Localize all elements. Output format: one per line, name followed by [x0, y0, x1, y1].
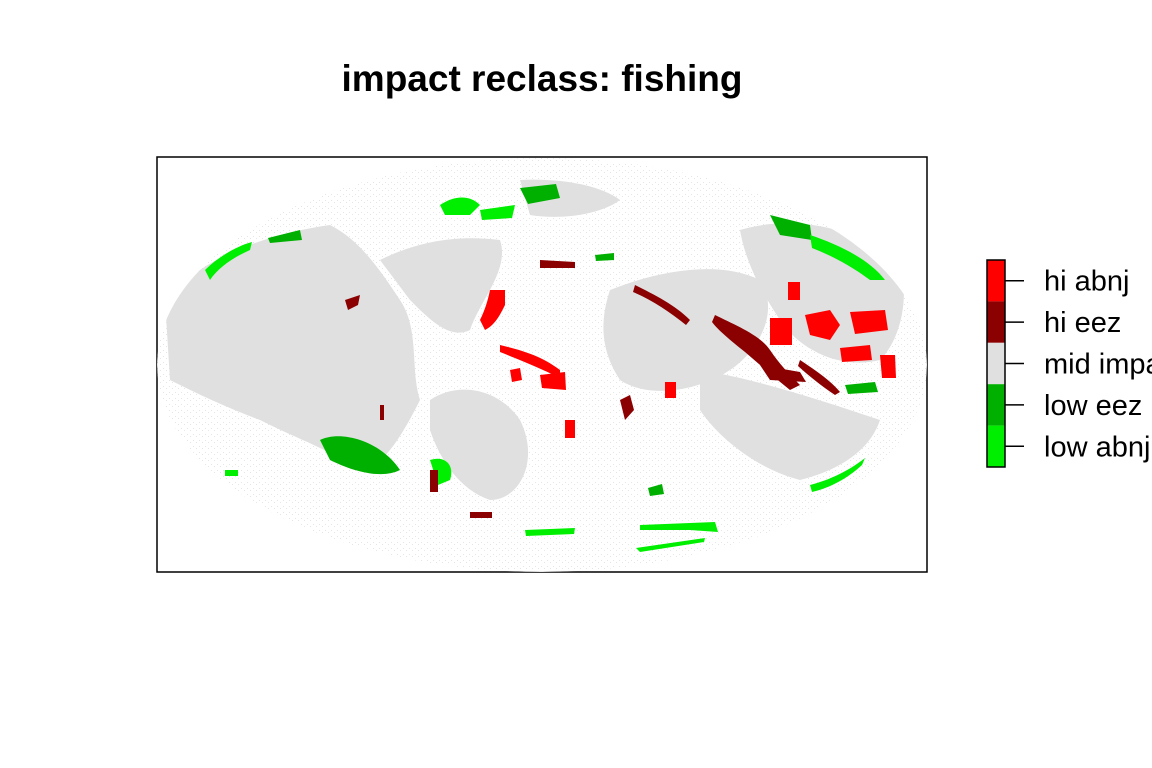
low-abnj-regions: [205, 197, 885, 552]
legend: hi abnj hi eez mid impact low eez low abnj: [986, 259, 1152, 468]
legend-label: low abnj: [1044, 431, 1150, 463]
legend-label: hi eez: [1044, 307, 1121, 339]
legend-swatch: [987, 260, 1005, 302]
legend-swatch: [987, 301, 1005, 343]
legend-label: low eez: [1044, 390, 1142, 422]
mid-impact-regions: [165, 179, 904, 500]
legend-label: hi abnj: [1044, 266, 1129, 298]
plot-title: impact reclass: fishing: [341, 58, 743, 99]
hi-abnj-regions: [480, 282, 896, 438]
legend-swatch: [987, 384, 1005, 426]
low-eez-regions: [268, 184, 878, 496]
legend-swatch: [987, 425, 1005, 467]
map-raster: [157, 158, 927, 572]
hi-eez-regions: [345, 260, 840, 518]
legend-swatch: [987, 342, 1005, 385]
legend-label: mid impact: [1044, 349, 1152, 381]
